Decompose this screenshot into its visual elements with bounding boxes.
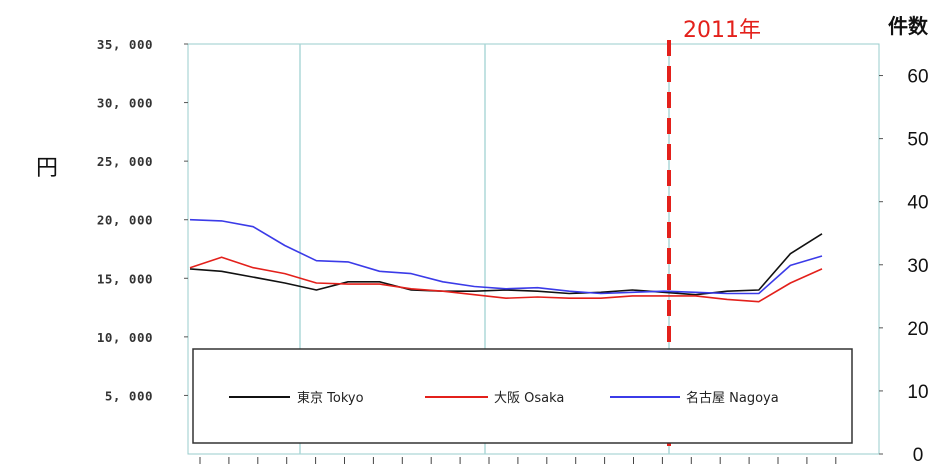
right-axis-ticks: 60 50 40 30 20 10 0 — [879, 67, 929, 466]
series-line — [189, 233, 823, 296]
right-tick-label: 20 — [907, 319, 928, 340]
right-tick-label: 50 — [907, 130, 928, 151]
right-tick-label: 40 — [907, 193, 928, 214]
series-line — [189, 256, 823, 303]
right-axis-label: 件数 — [888, 14, 928, 38]
legend-box — [192, 348, 853, 444]
series-lines — [189, 218, 823, 303]
left-tick-label: 5, 000 — [105, 388, 153, 403]
legend: 東京 Tokyo 大阪 Osaka 名古屋 Nagoya — [192, 348, 853, 444]
left-tick-label: 10, 000 — [97, 330, 153, 345]
right-tick-label: 10 — [907, 382, 928, 403]
marker-label: 2011年 — [683, 18, 761, 43]
right-tick-label: 30 — [907, 256, 928, 277]
left-tick-label: 35, 000 — [97, 37, 153, 52]
right-tick-label: 60 — [907, 67, 928, 88]
left-axis-ticks: 35, 000 30, 000 25, 000 20, 000 15, 000 10, 0… — [97, 37, 188, 403]
left-tick-label: 15, 000 — [97, 271, 153, 286]
legend-label: 大阪 Osaka — [494, 391, 564, 406]
left-tick-label: 20, 000 — [97, 213, 153, 228]
plot-frame — [187, 43, 880, 455]
series-line — [189, 218, 823, 295]
legend-label: 名古屋 Nagoya — [686, 390, 779, 406]
bottom-axis-ticks — [199, 457, 837, 464]
left-tick-label: 25, 000 — [97, 154, 153, 169]
left-tick-label: 30, 000 — [97, 96, 153, 111]
left-axis-label: 円 — [36, 156, 59, 181]
legend-label: 東京 Tokyo — [297, 390, 364, 406]
right-tick-label: 0 — [913, 445, 924, 466]
